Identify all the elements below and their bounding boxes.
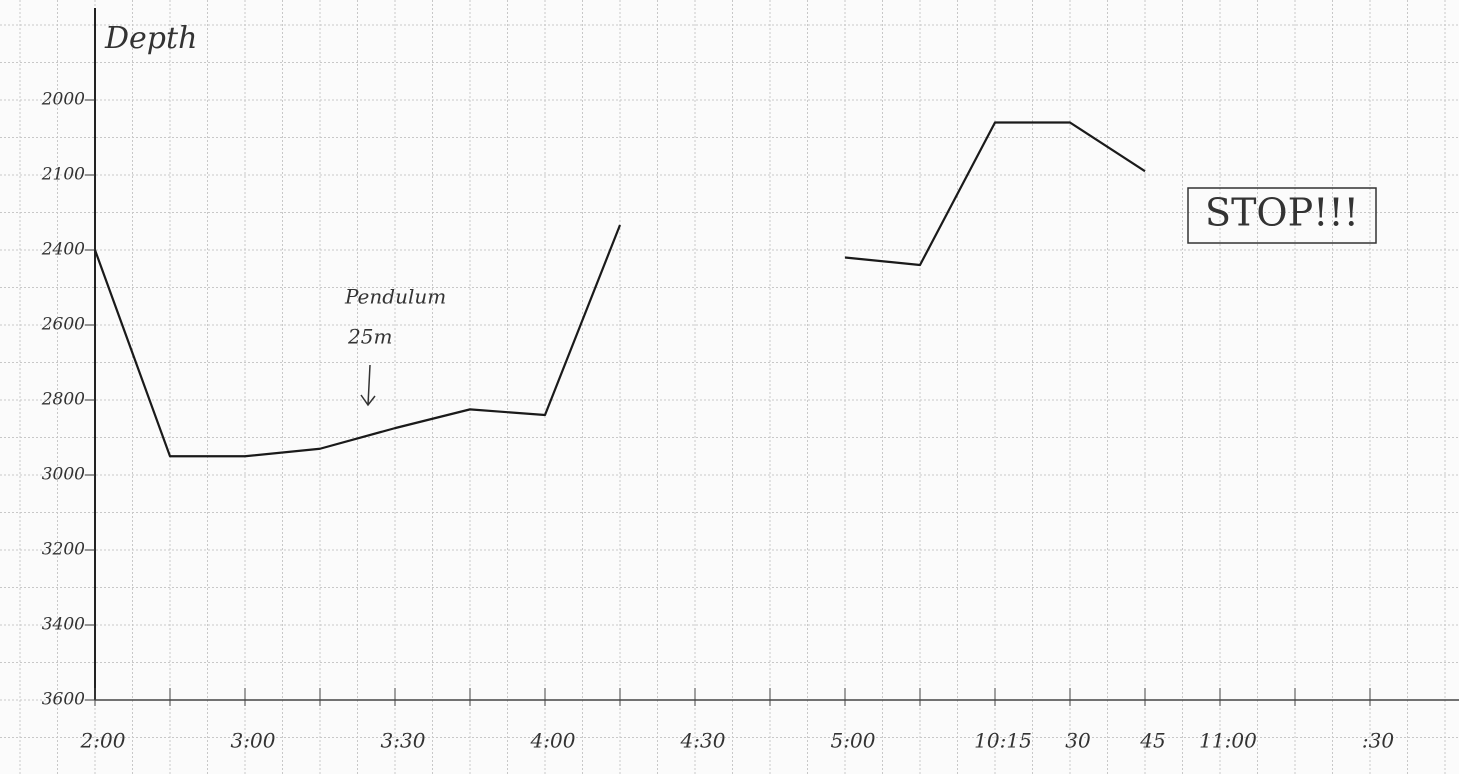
annotation-arrow	[360, 364, 376, 407]
y-tick-label: 2600	[41, 315, 85, 335]
annotation: Pendulum	[344, 285, 446, 309]
y-axis-label: Depth	[104, 21, 197, 56]
depth-line	[93, 121, 1146, 458]
y-tick-label: 3000	[42, 465, 85, 485]
x-tick-label: 4:30	[680, 729, 726, 753]
y-tick-label: 3200	[42, 540, 85, 560]
x-tick-label: 30	[1065, 729, 1091, 753]
y-tick-label: 2000	[41, 90, 85, 110]
x-tick-label: :30	[1362, 729, 1394, 753]
x-tick-label: 45	[1139, 729, 1165, 753]
y-tick-label: 2800	[41, 390, 85, 410]
stop-box	[1187, 187, 1377, 244]
x-tick-label: 10:15	[974, 729, 1032, 753]
x-tick-label: 4:00	[530, 729, 576, 753]
y-tick-label: 3400	[42, 615, 85, 635]
annotation: STOP!!!	[1205, 191, 1359, 235]
x-tick-label: 2:00	[80, 729, 126, 753]
y-tick-label: 2100	[41, 165, 85, 185]
y-tick-label: 2400	[41, 240, 85, 260]
annotation: 25m	[347, 325, 392, 349]
x-tick-label: 3:30	[381, 729, 426, 753]
x-tick-label: 11:00	[1199, 729, 1257, 753]
x-tick-label: 3:00	[231, 729, 276, 753]
y-tick-label: 3600	[42, 690, 85, 710]
x-tick-label: 5:00	[831, 729, 876, 753]
